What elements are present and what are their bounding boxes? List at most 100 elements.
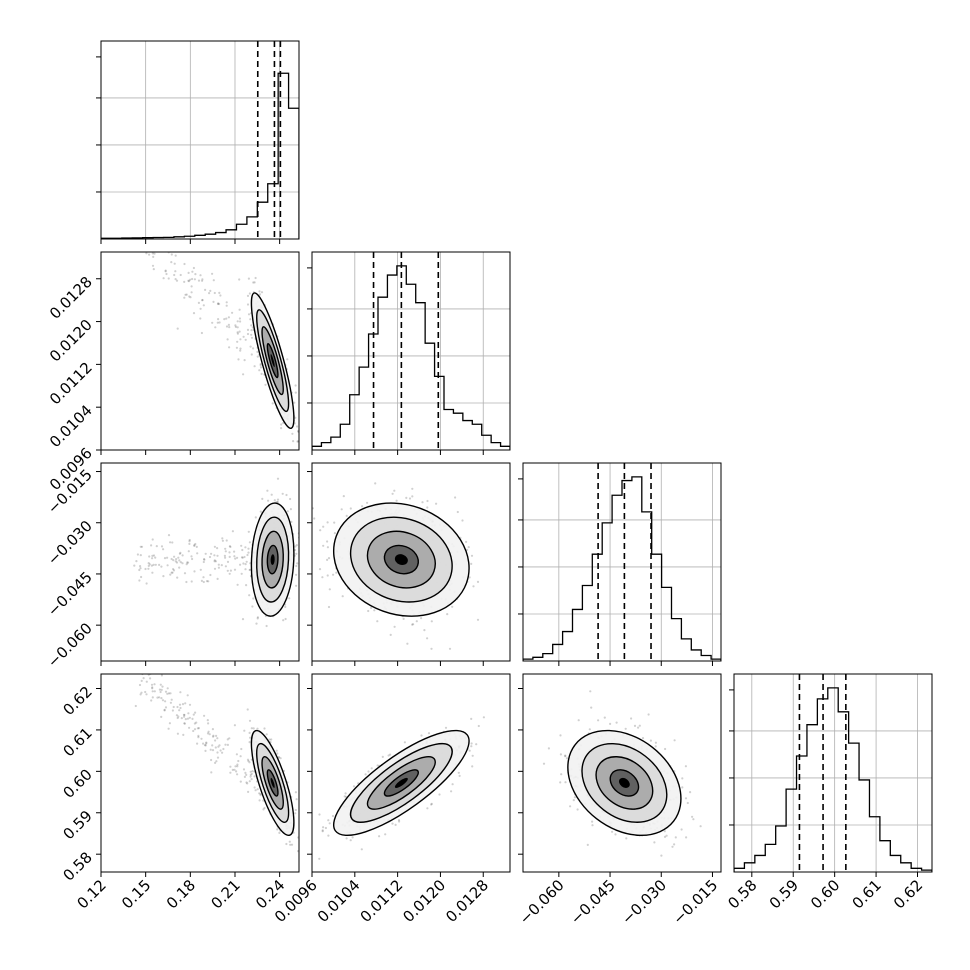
scatter-point	[273, 499, 276, 502]
scatter-point	[226, 743, 229, 746]
scatter-point	[227, 323, 230, 326]
scatter-point	[213, 560, 216, 563]
scatter-point	[476, 618, 480, 621]
scatter-point	[680, 828, 683, 831]
y-tick-label: 0.60	[59, 765, 95, 801]
scatter-point	[193, 728, 197, 731]
panel-3-0: 0.12 0.15 0.18 0.21 0.240.580.590.600.610.62	[59, 673, 300, 912]
scatter-point	[173, 262, 176, 265]
y-tick-label: 0.62	[59, 683, 95, 719]
density-peak	[270, 554, 275, 566]
scatter-point	[221, 537, 224, 540]
scatter-point	[318, 568, 322, 571]
scatter-point	[156, 696, 159, 699]
scatter-point	[253, 365, 256, 368]
scatter-point	[249, 318, 252, 321]
scatter-point	[248, 731, 251, 734]
scatter-point	[236, 331, 239, 334]
scatter-point	[615, 721, 618, 724]
scatter-point	[451, 783, 454, 786]
scatter-point	[426, 499, 429, 503]
scatter-point	[185, 563, 188, 566]
scatter-point	[255, 622, 258, 625]
scatter-point	[342, 495, 345, 498]
scatter-point	[169, 701, 172, 704]
scatter-point	[179, 273, 182, 277]
scatter-point	[373, 609, 376, 612]
scatter-point	[420, 734, 423, 737]
scatter-point	[327, 557, 331, 560]
scatter-point	[175, 558, 178, 561]
scatter-point	[236, 773, 239, 776]
scatter-point	[288, 840, 291, 843]
panel-2-2	[518, 462, 722, 666]
scatter-point	[446, 613, 449, 616]
scatter-point	[191, 717, 194, 720]
scatter-point	[153, 690, 156, 693]
scatter-point	[295, 573, 298, 576]
scatter-point	[169, 541, 172, 544]
scatter-point	[170, 698, 173, 701]
scatter-point	[170, 261, 173, 264]
scatter-point	[243, 555, 246, 559]
scatter-point	[202, 580, 205, 584]
scatter-point	[263, 806, 266, 810]
scatter-point	[233, 550, 236, 553]
scatter-point	[370, 606, 373, 609]
scatter-point	[179, 561, 182, 564]
scatter-point	[222, 747, 225, 751]
scatter-point	[332, 573, 335, 576]
scatter-point	[168, 722, 171, 725]
scatter-point	[665, 834, 668, 837]
scatter-point	[278, 756, 281, 759]
scatter-point	[244, 771, 247, 774]
scatter-point	[210, 758, 213, 762]
scatter-point	[405, 496, 408, 499]
scatter-point	[276, 501, 279, 504]
scatter-point	[254, 276, 257, 280]
scatter-point	[457, 771, 460, 774]
scatter-point	[691, 815, 694, 818]
scatter-point	[427, 732, 431, 735]
scatter-point	[321, 576, 324, 579]
scatter-point	[140, 545, 144, 548]
scatter-point	[226, 560, 230, 563]
scatter-point	[134, 704, 137, 708]
scatter-point	[151, 538, 154, 541]
scatter-point	[192, 713, 195, 716]
scatter-point	[254, 516, 257, 519]
scatter-point	[178, 709, 181, 712]
scatter-point	[294, 545, 297, 548]
scatter-point	[684, 797, 688, 800]
scatter-point	[384, 833, 387, 836]
y-tick-label: 0.0112	[46, 358, 96, 408]
scatter-point	[247, 530, 250, 533]
scatter-point	[205, 741, 208, 744]
scatter-point	[201, 279, 204, 282]
scatter-point	[276, 828, 279, 831]
scatter-point	[163, 709, 166, 712]
scatter-point	[202, 304, 205, 307]
scatter-point	[188, 542, 191, 545]
scatter-point	[140, 679, 143, 682]
scatter-point	[243, 775, 246, 778]
scatter-point	[451, 605, 454, 608]
scatter-point	[179, 706, 182, 710]
scatter-point	[264, 383, 267, 386]
scatter-point	[179, 691, 182, 694]
scatter-point	[216, 737, 219, 740]
scatter-point	[212, 279, 215, 282]
scatter-point	[256, 617, 259, 620]
scatter-point	[281, 492, 284, 495]
scatter-point	[403, 741, 406, 744]
panel-frame	[311, 462, 511, 662]
scatter-point	[285, 493, 288, 497]
scatter-point	[265, 733, 268, 736]
scatter-point	[194, 711, 197, 714]
scatter-point	[216, 577, 219, 580]
scatter-point	[206, 719, 209, 722]
scatter-point	[381, 755, 384, 758]
scatter-point	[674, 836, 677, 839]
density-peak	[270, 777, 275, 788]
scatter-point	[649, 739, 652, 742]
